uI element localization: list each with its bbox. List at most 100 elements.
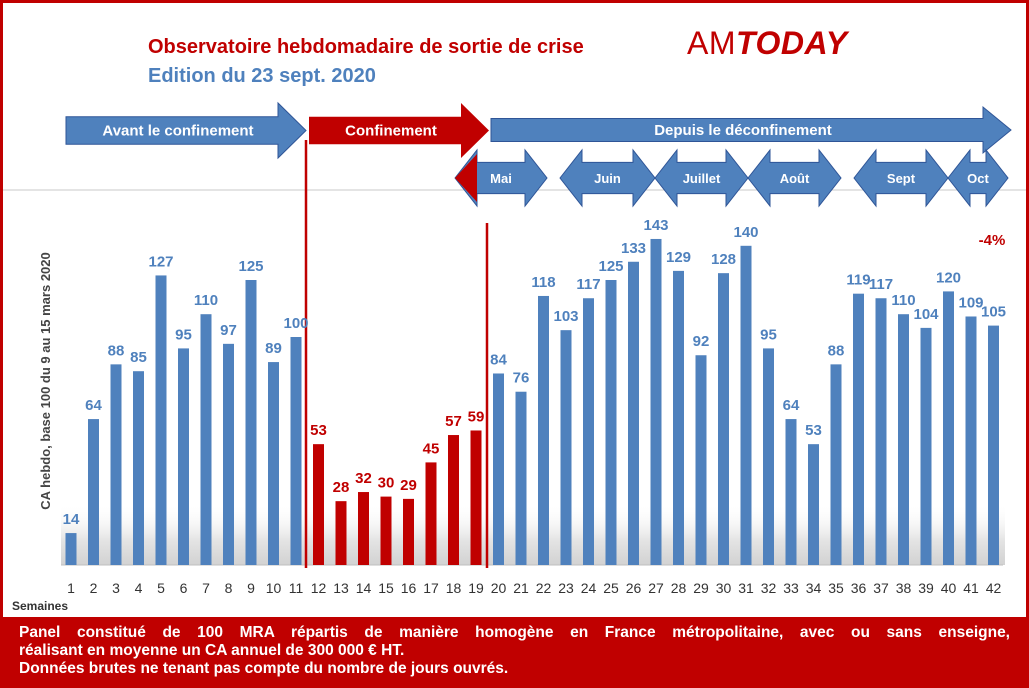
x-tick-33: 33 xyxy=(783,580,799,596)
x-tick-42: 42 xyxy=(986,580,1002,596)
bar-label-week-31: 140 xyxy=(733,224,758,241)
period-arrow-3 xyxy=(490,105,1012,155)
footer-line-3: Données brutes ne tenant pas compte du n… xyxy=(19,660,509,677)
bar-week-5 xyxy=(155,275,167,565)
bar-label-week-30: 128 xyxy=(711,251,736,268)
period-arrow-2 xyxy=(309,103,489,158)
bar-label-week-41: 109 xyxy=(958,294,983,311)
x-tick-19: 19 xyxy=(468,580,484,596)
month-label-5: Sept xyxy=(887,171,916,186)
x-tick-24: 24 xyxy=(581,580,597,596)
x-tick-7: 7 xyxy=(202,580,210,596)
footer-note: Panel constitué de 100 MRA répartis de m… xyxy=(3,617,1026,685)
y-axis-label: CA hebdo, base 100 du 9 au 15 mars 2020 xyxy=(38,252,53,509)
x-tick-12: 12 xyxy=(311,580,327,596)
bar-week-6 xyxy=(178,348,189,565)
bar-week-17 xyxy=(425,462,437,565)
x-tick-13: 13 xyxy=(333,580,349,596)
bar-label-week-38: 110 xyxy=(891,292,915,309)
x-tick-29: 29 xyxy=(693,580,709,596)
month-label-3: Juillet xyxy=(683,171,721,186)
bar-label-week-37: 117 xyxy=(869,276,893,293)
bar-week-30 xyxy=(718,273,729,565)
bar-week-24 xyxy=(583,298,594,565)
bar-label-week-33: 64 xyxy=(783,397,800,414)
bar-label-week-25: 125 xyxy=(598,258,623,275)
x-tick-16: 16 xyxy=(401,580,417,596)
bar-label-week-11: 100 xyxy=(283,315,308,332)
page-title: Observatoire hebdomadaire de sortie de c… xyxy=(148,36,584,58)
bar-label-week-1: 14 xyxy=(63,511,80,528)
x-tick-38: 38 xyxy=(896,580,912,596)
bar-label-week-26: 133 xyxy=(621,240,646,257)
bar-label-week-3: 88 xyxy=(108,342,125,359)
x-tick-14: 14 xyxy=(356,580,372,596)
bar-label-week-21: 76 xyxy=(513,370,530,387)
x-tick-26: 26 xyxy=(626,580,642,596)
x-tick-2: 2 xyxy=(90,580,98,596)
x-tick-6: 6 xyxy=(180,580,188,596)
x-tick-37: 37 xyxy=(873,580,889,596)
bar-label-week-27: 143 xyxy=(643,217,668,234)
bar-label-week-4: 85 xyxy=(130,349,147,366)
x-tick-9: 9 xyxy=(247,580,255,596)
bar-label-week-22: 118 xyxy=(531,274,555,291)
x-tick-3: 3 xyxy=(112,580,120,596)
bar-week-34 xyxy=(808,444,819,565)
bar-week-8 xyxy=(223,343,234,565)
bar-week-4 xyxy=(133,371,144,565)
x-tick-23: 23 xyxy=(558,580,574,596)
bar-week-37 xyxy=(875,298,887,565)
x-tick-35: 35 xyxy=(828,580,844,596)
bar-label-week-17: 45 xyxy=(423,440,440,457)
bar-week-16 xyxy=(403,498,414,565)
bar-label-week-19: 59 xyxy=(468,408,485,425)
bar-week-36 xyxy=(853,293,864,565)
x-tick-10: 10 xyxy=(266,580,282,596)
bar-chart: Avant le confinement Confinement Depuis le… xyxy=(3,101,1026,613)
logo-today: TODAY xyxy=(736,25,848,61)
bar-week-22 xyxy=(538,295,549,565)
month-label-6: Oct xyxy=(967,171,989,186)
bar-week-40 xyxy=(943,291,954,565)
bar-week-11 xyxy=(290,337,302,565)
bar-label-week-32: 95 xyxy=(760,326,777,343)
x-tick-40: 40 xyxy=(941,580,957,596)
bar-week-12 xyxy=(313,444,324,565)
period-separators xyxy=(304,140,489,568)
bar-label-week-7: 110 xyxy=(194,292,218,309)
bar-week-19 xyxy=(470,430,482,565)
x-axis-label: Semaines xyxy=(12,599,68,613)
bar-label-week-13: 28 xyxy=(333,479,350,496)
bar-week-2 xyxy=(88,419,99,565)
bar-label-week-36: 119 xyxy=(846,272,870,289)
bar-week-29 xyxy=(695,355,707,565)
bar-label-week-29: 92 xyxy=(693,333,710,350)
x-tick-34: 34 xyxy=(806,580,822,596)
period-label-3: Depuis le déconfinement xyxy=(654,122,832,139)
bar-week-14 xyxy=(358,492,369,565)
bar-label-week-40: 120 xyxy=(936,269,961,286)
month-arrows: Mai Juin Juillet Août Sept Oct xyxy=(454,148,1009,208)
bar-label-week-28: 129 xyxy=(666,249,691,266)
bar-week-13 xyxy=(335,501,347,565)
bar-week-35 xyxy=(830,364,842,565)
x-tick-28: 28 xyxy=(671,580,687,596)
footer-line-2: réalisant en moyenne un CA annuel de 300… xyxy=(19,642,405,659)
x-tick-4: 4 xyxy=(135,580,143,596)
bar-week-7 xyxy=(200,314,212,565)
bar-week-1 xyxy=(65,533,77,565)
bar-week-31 xyxy=(740,245,752,566)
x-tick-27: 27 xyxy=(648,580,664,596)
bar-label-week-16: 29 xyxy=(400,477,417,494)
period-arrow-1 xyxy=(65,101,307,160)
month-arrow-4 xyxy=(747,148,842,208)
bar-week-3 xyxy=(110,364,122,565)
month-label-4: Août xyxy=(780,171,810,186)
bar-label-week-20: 84 xyxy=(490,351,507,368)
last-week-change-annotation: -4% xyxy=(979,232,1006,249)
amtoday-logo: AMTODAY xyxy=(687,25,848,62)
bar-week-39 xyxy=(920,327,932,565)
bar-week-27 xyxy=(650,238,662,565)
